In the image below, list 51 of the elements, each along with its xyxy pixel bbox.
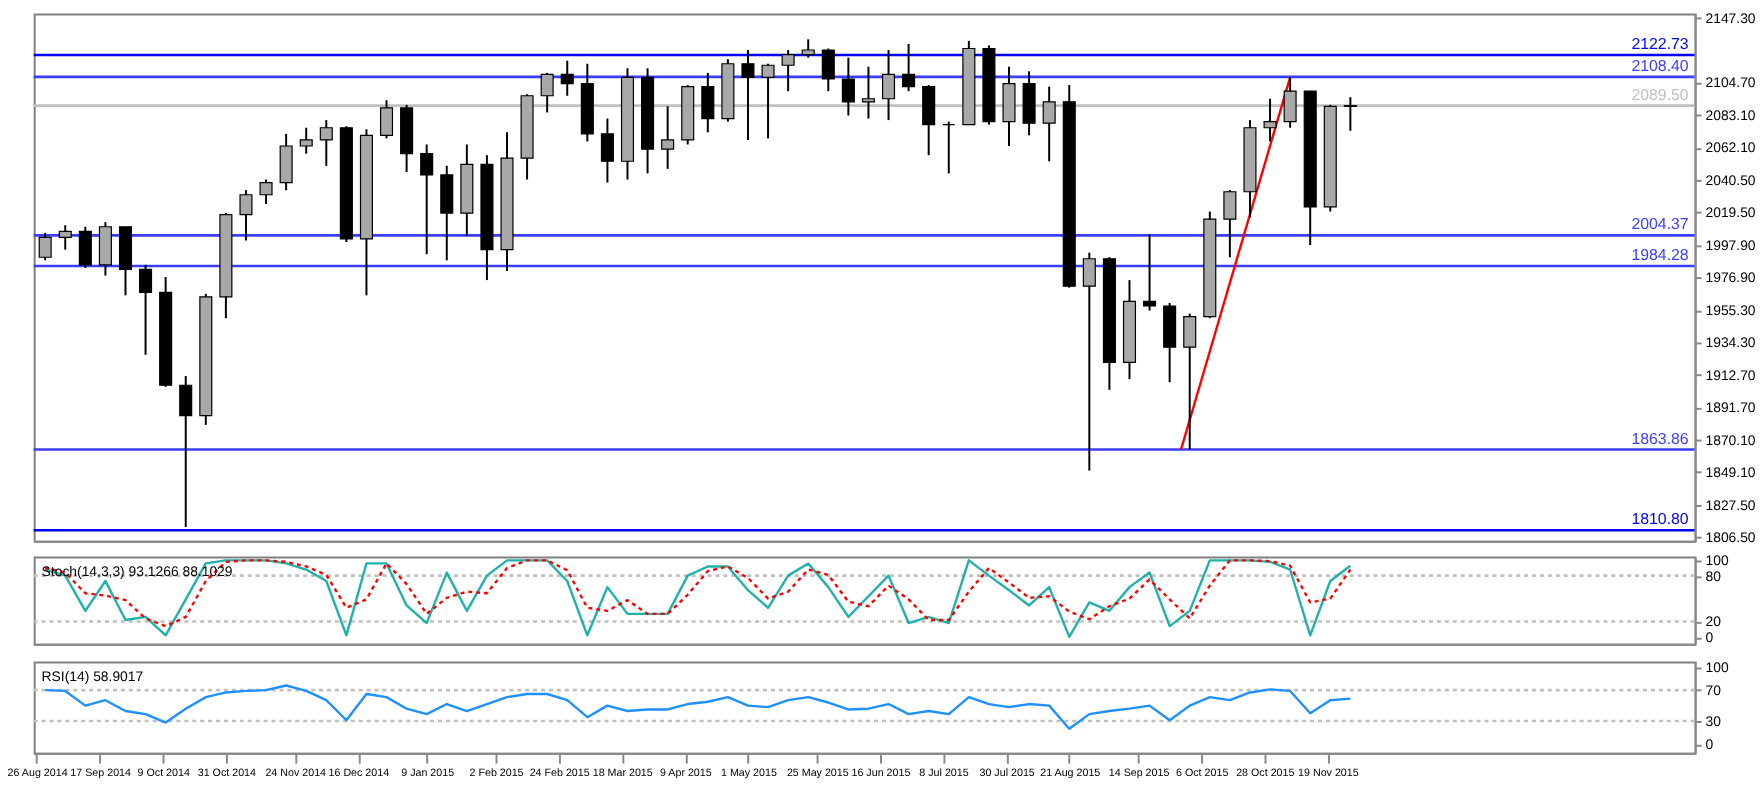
- candlestick: [179, 375, 193, 528]
- candlestick: [259, 178, 273, 205]
- candlestick: [661, 105, 675, 170]
- candlestick: [701, 71, 715, 134]
- candlestick: [400, 103, 414, 173]
- candlestick: [560, 59, 574, 97]
- candlestick: [881, 49, 896, 122]
- candlestick: [1183, 312, 1197, 451]
- candlestick: [1022, 70, 1036, 137]
- ref-line-label: 1863.86: [1631, 429, 1690, 448]
- candlestick: [118, 225, 133, 297]
- candlestick: [1082, 251, 1096, 472]
- candlestick: [821, 47, 835, 93]
- candlestick: [1143, 233, 1157, 312]
- ref-line-label: 2089.50: [1631, 85, 1690, 104]
- candlestick: [902, 42, 916, 93]
- line-series: [43, 684, 1352, 730]
- candlestick: [98, 221, 112, 277]
- candlestick: [440, 164, 454, 262]
- candlestick: [942, 120, 956, 175]
- candlestick: [1263, 97, 1277, 143]
- candlestick: [922, 84, 936, 157]
- candlestick: [379, 99, 394, 140]
- candlestick: [540, 71, 554, 114]
- candlestick: [600, 117, 614, 184]
- ref-line-label: 1984.28: [1631, 246, 1690, 265]
- candlestick: [299, 126, 313, 155]
- candlestick: [279, 132, 293, 192]
- candlestick: [1042, 85, 1056, 163]
- candlestick: [761, 62, 775, 140]
- ref-line-label: 2004.37: [1631, 215, 1689, 234]
- candlestick: [1002, 65, 1016, 147]
- candlestick: [861, 65, 875, 120]
- ref-line-label: 2108.40: [1631, 56, 1690, 75]
- candlestick: [801, 38, 815, 59]
- candlestick: [420, 143, 434, 256]
- ref-line-label: 2122.73: [1631, 35, 1690, 54]
- candlestick: [58, 224, 72, 251]
- ref-line-label: 1810.80: [1631, 510, 1690, 529]
- candlestick: [1223, 189, 1237, 259]
- candlestick: [841, 56, 855, 117]
- candlestick: [1163, 301, 1177, 384]
- candlestick: [239, 189, 253, 242]
- candlestick: [139, 263, 153, 356]
- candlestick: [319, 119, 333, 167]
- candlestick: [78, 225, 92, 269]
- candlestick: [38, 231, 52, 262]
- candlestick: [1343, 96, 1357, 132]
- candlestick: [781, 49, 795, 93]
- candlestick: [1283, 76, 1297, 129]
- candlestick: [741, 49, 755, 141]
